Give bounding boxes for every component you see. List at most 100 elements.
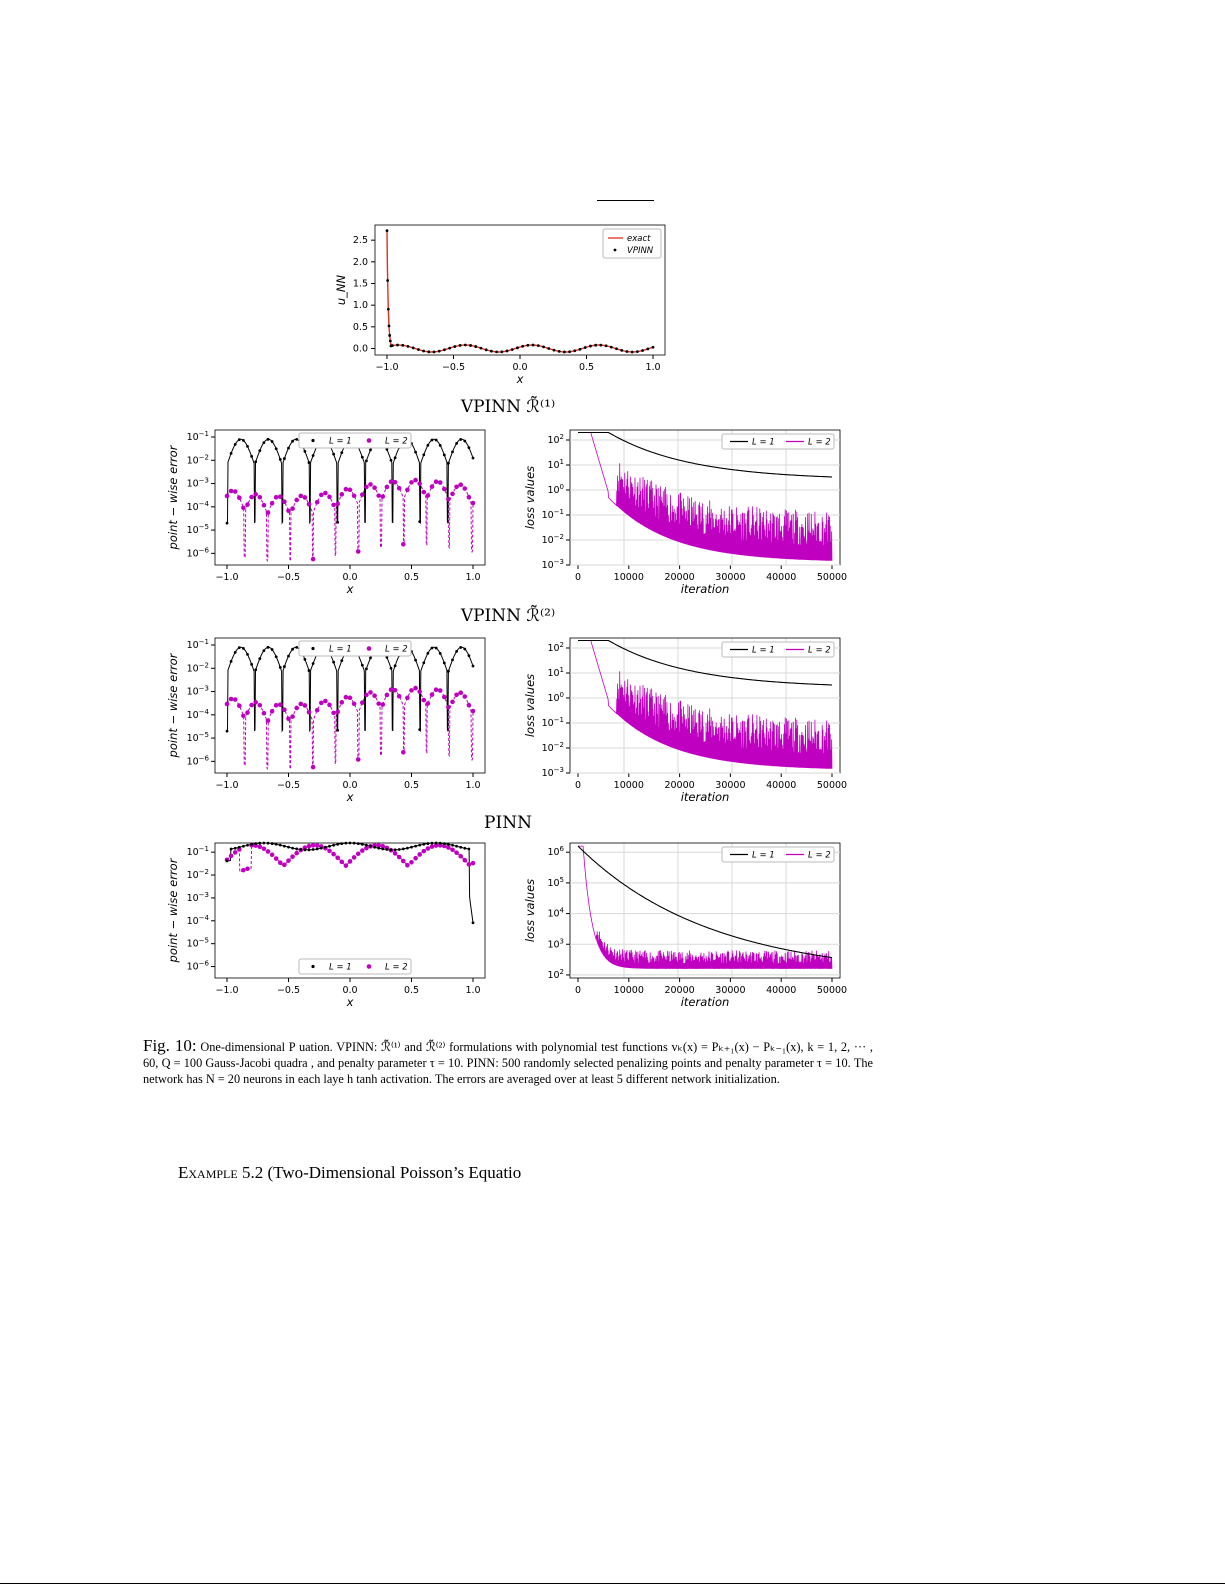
series-vpinn-point xyxy=(542,345,545,349)
series-l1-point xyxy=(291,846,294,850)
series-vpinn-point xyxy=(386,279,390,282)
series-l1-point xyxy=(291,439,294,443)
x-tick-label: 0.5 xyxy=(404,780,419,791)
series-l2-point xyxy=(466,862,472,867)
series-l2-point xyxy=(372,485,377,491)
series-l1-point xyxy=(418,843,422,847)
series-vpinn-point xyxy=(500,350,504,354)
series-vpinn-point xyxy=(484,348,488,352)
x-tick-label: 30000 xyxy=(715,780,745,791)
series-vpinn-point xyxy=(401,343,405,347)
series-l2-point xyxy=(364,692,369,698)
series-l1-point xyxy=(389,458,393,462)
series-l2-point xyxy=(331,502,336,508)
legend-marker xyxy=(311,964,315,969)
series-l1-point xyxy=(270,440,274,443)
series-l2-point xyxy=(335,855,340,861)
series-vpinn-point xyxy=(531,343,535,347)
legend-marker xyxy=(366,646,372,651)
series-l2-point xyxy=(294,850,299,856)
series-vpinn-point xyxy=(589,344,592,348)
series-l2-point xyxy=(462,857,468,863)
series-l1-point xyxy=(258,841,262,845)
series-l1-point xyxy=(467,847,471,851)
series-l2-line xyxy=(578,432,833,561)
vpinn1-error-plot: −1.0 −0.5 0.0 0.5 1.0 x 10−1 10−2 10−3 10−4 10−5 10… xyxy=(166,429,486,596)
series-l1-point xyxy=(451,658,454,662)
x-tick-label: 30000 xyxy=(715,572,745,583)
series-l2-point xyxy=(405,862,410,868)
series-l2-line xyxy=(226,479,474,563)
series-l1-point xyxy=(319,846,323,850)
series-l2-point xyxy=(458,690,464,696)
legend-label: L = 2 xyxy=(385,437,408,447)
series-vpinn-point xyxy=(568,350,571,354)
series-l1-point xyxy=(250,842,253,846)
series-l1-point xyxy=(332,843,335,847)
y-tick-label: 10−1 xyxy=(187,638,209,651)
series-l2-point xyxy=(413,855,418,861)
series-l2-point xyxy=(437,843,443,848)
series-l1-point xyxy=(471,921,475,925)
x-tick-label: −0.5 xyxy=(277,572,300,583)
series-l2-point xyxy=(253,491,258,497)
series-l2-point xyxy=(232,489,238,494)
y-tick-label: 10−2 xyxy=(187,868,209,881)
series-l2-point xyxy=(446,496,451,502)
legend-box xyxy=(298,958,412,975)
example-label: Example 5.2 xyxy=(178,1163,264,1182)
y-tick-label: 10−1 xyxy=(542,716,564,729)
series-l2-point xyxy=(306,843,312,849)
series-l1-point xyxy=(463,846,467,850)
series-vpinn-point xyxy=(489,349,493,353)
series-l1-point xyxy=(295,437,299,441)
y-tick-label: 10−4 xyxy=(187,500,210,513)
section-title-pinn: PINN xyxy=(484,813,532,833)
series-l1-point xyxy=(438,652,442,655)
series-l2-point xyxy=(237,847,242,852)
series-l1-point xyxy=(467,654,471,658)
series-l2-point xyxy=(466,702,472,708)
series-l2-point xyxy=(327,494,332,500)
series-l1-point xyxy=(250,454,253,458)
x-tick-label: 50000 xyxy=(817,985,847,996)
x-axis-label: iteration xyxy=(681,790,730,804)
series-l1-point xyxy=(262,649,266,652)
y-tick-label: 10−1 xyxy=(187,845,209,858)
series-l1-point xyxy=(262,441,266,444)
y-axis-label: loss values xyxy=(523,879,537,942)
series-l1-point xyxy=(340,659,344,663)
series-vpinn-point xyxy=(557,349,561,353)
series-l1-point xyxy=(377,846,381,850)
series-l1-point xyxy=(455,844,458,848)
series-vpinn-point xyxy=(427,350,431,354)
y-tick-label: 101 xyxy=(547,666,564,679)
series-l1-point xyxy=(442,842,446,846)
series-l1-point xyxy=(426,443,430,447)
series-l2-point xyxy=(364,484,369,490)
series-l1-point xyxy=(324,845,327,849)
series-l2-point xyxy=(454,484,459,490)
series-vpinn-point xyxy=(594,343,598,347)
series-l1-point xyxy=(336,520,340,524)
y-axis-label: point − wise error xyxy=(166,857,180,963)
series-vpinn-point xyxy=(458,344,462,347)
series-l1-point xyxy=(307,669,311,672)
series-vpinn-point xyxy=(630,350,634,354)
series-l2-point xyxy=(339,492,345,497)
series-l2-point xyxy=(343,486,349,492)
legend-box xyxy=(602,228,662,259)
x-tick-label: 10000 xyxy=(614,985,644,996)
x-tick-label: 1.0 xyxy=(465,572,480,583)
series-l2-point xyxy=(368,482,373,487)
series-l1-point xyxy=(299,848,303,851)
series-l2-point xyxy=(433,843,439,848)
series-l2-point xyxy=(437,688,443,693)
series-l2-point xyxy=(224,701,230,707)
series-l1-point xyxy=(336,842,340,846)
series-l1-point xyxy=(414,844,417,848)
series-l2-point xyxy=(433,687,439,693)
series-l2-line xyxy=(226,687,474,771)
series-l1-point xyxy=(459,438,463,441)
pinn-error-plot: −1.0 −0.5 0.0 0.5 1.0 x 10−1 10−2 10−3 10−4 10−5 10… xyxy=(166,841,486,1009)
